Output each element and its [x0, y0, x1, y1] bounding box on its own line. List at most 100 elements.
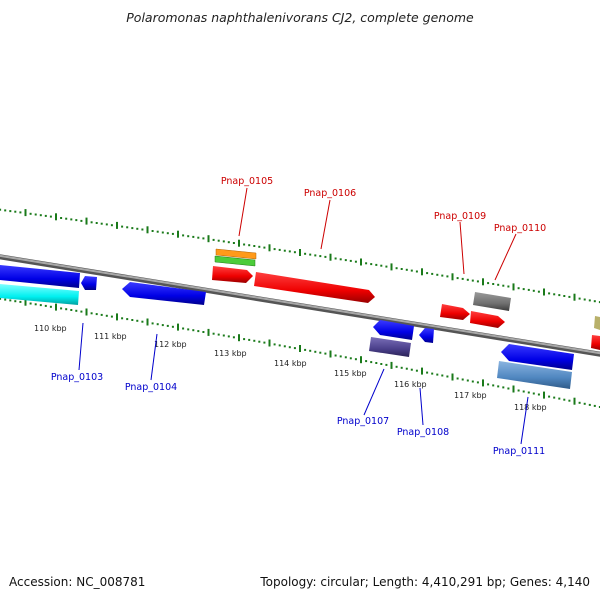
minor-tick: [232, 242, 235, 244]
minor-tick: [151, 230, 154, 232]
minor-tick: [446, 275, 449, 278]
minor-tick: [222, 334, 225, 337]
minor-tick: [354, 358, 357, 361]
major-tick: [329, 350, 332, 358]
minor-tick: [75, 309, 78, 312]
major-tick: [360, 258, 362, 266]
feature-slate-gene: [369, 337, 411, 357]
minor-tick: [60, 217, 63, 219]
minor-tick: [349, 357, 352, 360]
major-tick: [482, 379, 484, 387]
minor-tick: [136, 227, 139, 230]
gene-label-forward[interactable]: Pnap_0106: [304, 188, 356, 199]
minor-tick: [395, 365, 398, 368]
minor-tick: [385, 265, 388, 268]
minor-tick: [121, 225, 124, 228]
minor-tick: [568, 399, 571, 402]
major-tick: [573, 293, 576, 301]
minor-tick: [227, 335, 230, 338]
minor-tick: [278, 344, 281, 347]
minor-tick: [243, 338, 246, 341]
minor-tick: [461, 378, 464, 381]
minor-tick: [471, 380, 474, 383]
minor-tick: [9, 210, 12, 213]
minor-tick: [410, 269, 413, 272]
gene-label-forward[interactable]: Pnap_0105: [221, 176, 273, 187]
minor-tick: [583, 402, 586, 405]
minor-tick: [588, 299, 591, 302]
major-tick: [85, 217, 88, 225]
feature-cyan-gene: [0, 284, 79, 305]
minor-tick: [100, 222, 103, 225]
minor-tick: [304, 252, 307, 255]
feature-green: [214, 255, 256, 267]
minor-tick: [121, 317, 124, 320]
minor-tick: [537, 393, 540, 396]
minor-tick: [283, 249, 286, 252]
minor-tick: [227, 241, 230, 244]
minor-tick: [131, 319, 134, 321]
feature-red-gene: [254, 272, 375, 303]
minor-tick: [141, 320, 144, 323]
gene-labels: Pnap_0105 Pnap_0106 Pnap_0109 Pnap_0110 …: [51, 176, 546, 457]
major-tick: [451, 273, 454, 281]
minor-tick: [136, 319, 139, 322]
minor-tick: [197, 330, 200, 333]
minor-tick: [212, 332, 215, 335]
gene-label-reverse[interactable]: Pnap_0107: [337, 416, 389, 427]
minor-tick: [431, 272, 434, 275]
minor-tick: [380, 363, 383, 365]
major-tick: [116, 221, 118, 229]
minor-tick: [187, 328, 190, 331]
minor-tick: [212, 238, 215, 241]
gene-label-reverse[interactable]: Pnap_0108: [397, 427, 449, 438]
minor-tick: [258, 340, 261, 343]
major-tick: [390, 361, 393, 369]
gene-label-forward[interactable]: Pnap_0109: [434, 211, 486, 222]
minor-tick: [304, 348, 307, 351]
minor-tick: [293, 347, 296, 350]
minor-tick: [380, 264, 383, 267]
minor-tick: [166, 232, 169, 235]
major-tick: [238, 334, 240, 342]
minor-tick: [415, 270, 418, 273]
minor-tick: [293, 251, 296, 254]
minor-tick: [466, 379, 469, 382]
gene-label-forward[interactable]: Pnap_0110: [494, 223, 546, 234]
minor-tick: [461, 277, 464, 280]
gene-label-reverse[interactable]: Pnap_0103: [51, 372, 103, 383]
minor-tick: [131, 227, 134, 230]
minor-tick: [319, 255, 322, 258]
minor-tick: [171, 325, 174, 328]
feature-blue-gene: [501, 344, 574, 370]
minor-tick: [44, 214, 47, 217]
major-tick: [85, 308, 88, 316]
minor-tick: [598, 406, 600, 408]
minor-tick: [126, 226, 129, 229]
minor-tick: [370, 263, 373, 266]
major-tick: [55, 303, 57, 311]
kbp-label: 118 kbp: [514, 403, 547, 412]
minor-tick: [492, 384, 495, 387]
minor-tick: [324, 352, 327, 355]
feature-orange: [215, 248, 257, 260]
major-tick: [299, 345, 301, 352]
minor-tick: [232, 336, 235, 339]
minor-tick: [548, 395, 551, 398]
major-tick: [451, 373, 454, 381]
kbp-label: 111 kbp: [94, 332, 127, 341]
minor-tick: [436, 273, 439, 276]
forward-strand-features: [212, 248, 600, 350]
minor-tick: [105, 223, 108, 226]
minor-tick: [156, 230, 159, 233]
major-tick: [421, 367, 423, 375]
gene-label-reverse[interactable]: Pnap_0111: [493, 446, 545, 457]
minor-tick: [568, 295, 571, 298]
minor-tick: [248, 244, 251, 247]
minor-tick: [105, 314, 108, 317]
minor-tick: [563, 295, 566, 297]
minor-tick: [29, 302, 32, 305]
minor-tick: [385, 363, 388, 366]
gene-label-reverse[interactable]: Pnap_0104: [125, 382, 177, 393]
minor-tick: [110, 315, 113, 318]
